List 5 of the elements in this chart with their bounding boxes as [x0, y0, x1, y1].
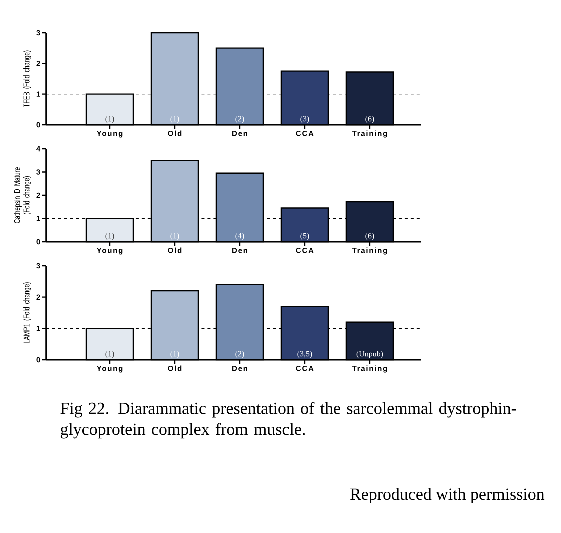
y-axis-title: Cathepsin D Mature (Fold change): [14, 168, 32, 224]
text: Reproduced with permission: [350, 488, 545, 504]
caption: Fig 22. Diarammatic presentation of the sarcolemmal dystrophin-glycoprotein complex from muscle.: [60, 402, 516, 439]
y-axis-title: TFEB (Fold change): [24, 50, 32, 108]
y-axis-title: LAMP1 (Fold change): [24, 282, 32, 344]
